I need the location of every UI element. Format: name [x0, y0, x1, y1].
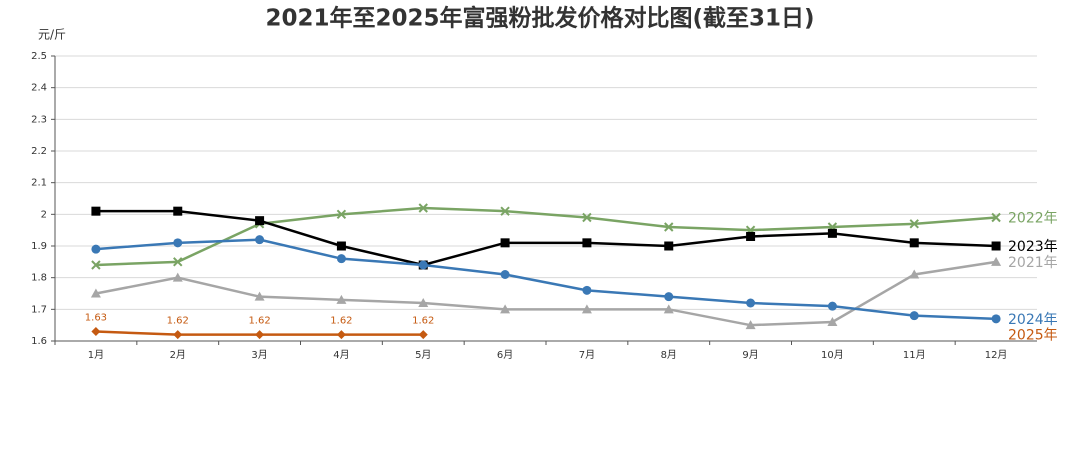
- marker: [827, 228, 837, 238]
- marker: [173, 206, 183, 216]
- marker: [745, 320, 756, 330]
- marker: [91, 206, 101, 216]
- marker: [664, 241, 674, 251]
- marker: [582, 238, 592, 248]
- marker: [90, 288, 101, 298]
- x-tick-label: 1月: [88, 349, 104, 361]
- marker: [664, 292, 674, 302]
- marker: [418, 330, 428, 340]
- marker: [500, 270, 510, 279]
- marker: [909, 238, 919, 248]
- y-tick-label: 2.3: [31, 114, 47, 125]
- y-tick-label: 1.9: [31, 241, 47, 252]
- y-tick-label: 2.1: [31, 178, 47, 189]
- series-line: [95, 209, 997, 267]
- marker: [991, 314, 1001, 324]
- x-tick-label: 6月: [497, 349, 513, 361]
- marker: [746, 232, 756, 241]
- legend-label: 2024年: [1008, 312, 1058, 328]
- marker: [500, 304, 511, 314]
- marker: [172, 272, 183, 282]
- y-tick-label: 2.4: [31, 83, 47, 94]
- marker: [909, 311, 919, 321]
- x-tick-label: 8月: [661, 349, 677, 361]
- marker: [909, 219, 919, 229]
- x-tick-label: 5月: [415, 349, 431, 361]
- x-tick-label: 9月: [742, 349, 758, 361]
- marker: [991, 241, 1001, 251]
- marker: [255, 330, 265, 340]
- legend-label: 2025年: [1008, 328, 1058, 344]
- marker: [991, 256, 1002, 266]
- marker: [500, 238, 510, 248]
- marker: [991, 212, 1001, 223]
- data-label: 1.62: [167, 316, 189, 327]
- marker: [582, 285, 592, 295]
- data-label: 1.62: [412, 316, 434, 327]
- series-line: [95, 238, 997, 321]
- marker: [827, 301, 837, 311]
- marker: [581, 304, 592, 314]
- marker: [336, 209, 347, 220]
- marker: [336, 254, 346, 264]
- x-tick-label: 7月: [579, 349, 595, 361]
- marker: [173, 330, 183, 340]
- x-tick-label: 10月: [821, 349, 844, 361]
- marker: [336, 241, 346, 251]
- marker: [91, 327, 101, 336]
- marker: [827, 317, 838, 326]
- x-tick-label: 4月: [333, 349, 349, 361]
- data-label: 1.63: [85, 313, 107, 324]
- data-label: 1.62: [248, 316, 270, 327]
- marker: [664, 222, 674, 232]
- marker: [255, 216, 265, 226]
- y-tick-label: 2.2: [31, 146, 47, 157]
- marker: [500, 206, 510, 216]
- marker: [173, 238, 183, 248]
- marker: [418, 298, 429, 307]
- marker: [336, 294, 347, 304]
- marker: [746, 298, 756, 308]
- x-tick-label: 2月: [170, 349, 186, 361]
- marker: [254, 291, 265, 301]
- marker: [336, 330, 346, 340]
- marker: [909, 269, 920, 279]
- y-tick-label: 1.7: [31, 304, 47, 315]
- series-line: [95, 260, 997, 327]
- marker: [173, 257, 183, 267]
- marker: [418, 260, 428, 270]
- y-tick-label: 1.6: [31, 336, 47, 347]
- marker: [663, 304, 674, 314]
- y-tick-label: 2.5: [31, 51, 47, 62]
- series-line: [95, 206, 997, 267]
- y-tick-label: 2: [41, 209, 47, 220]
- x-tick-label: 12月: [985, 349, 1008, 361]
- x-tick-label: 11月: [903, 349, 926, 361]
- legend-label: 2021年: [1008, 255, 1058, 271]
- marker: [582, 212, 592, 223]
- chart-title: 2021年至2025年富强粉批发价格对比图(截至31日): [265, 5, 814, 32]
- data-label: 1.62: [330, 316, 352, 327]
- marker: [91, 260, 101, 270]
- marker: [91, 244, 101, 254]
- y-tick-label: 1.8: [31, 273, 47, 284]
- legend-label: 2022年: [1008, 211, 1058, 227]
- x-tick-label: 3月: [251, 349, 267, 361]
- legend-label: 2023年: [1008, 239, 1058, 255]
- marker: [418, 203, 428, 213]
- marker: [255, 235, 265, 245]
- y-axis-label: 元/斤: [38, 28, 66, 42]
